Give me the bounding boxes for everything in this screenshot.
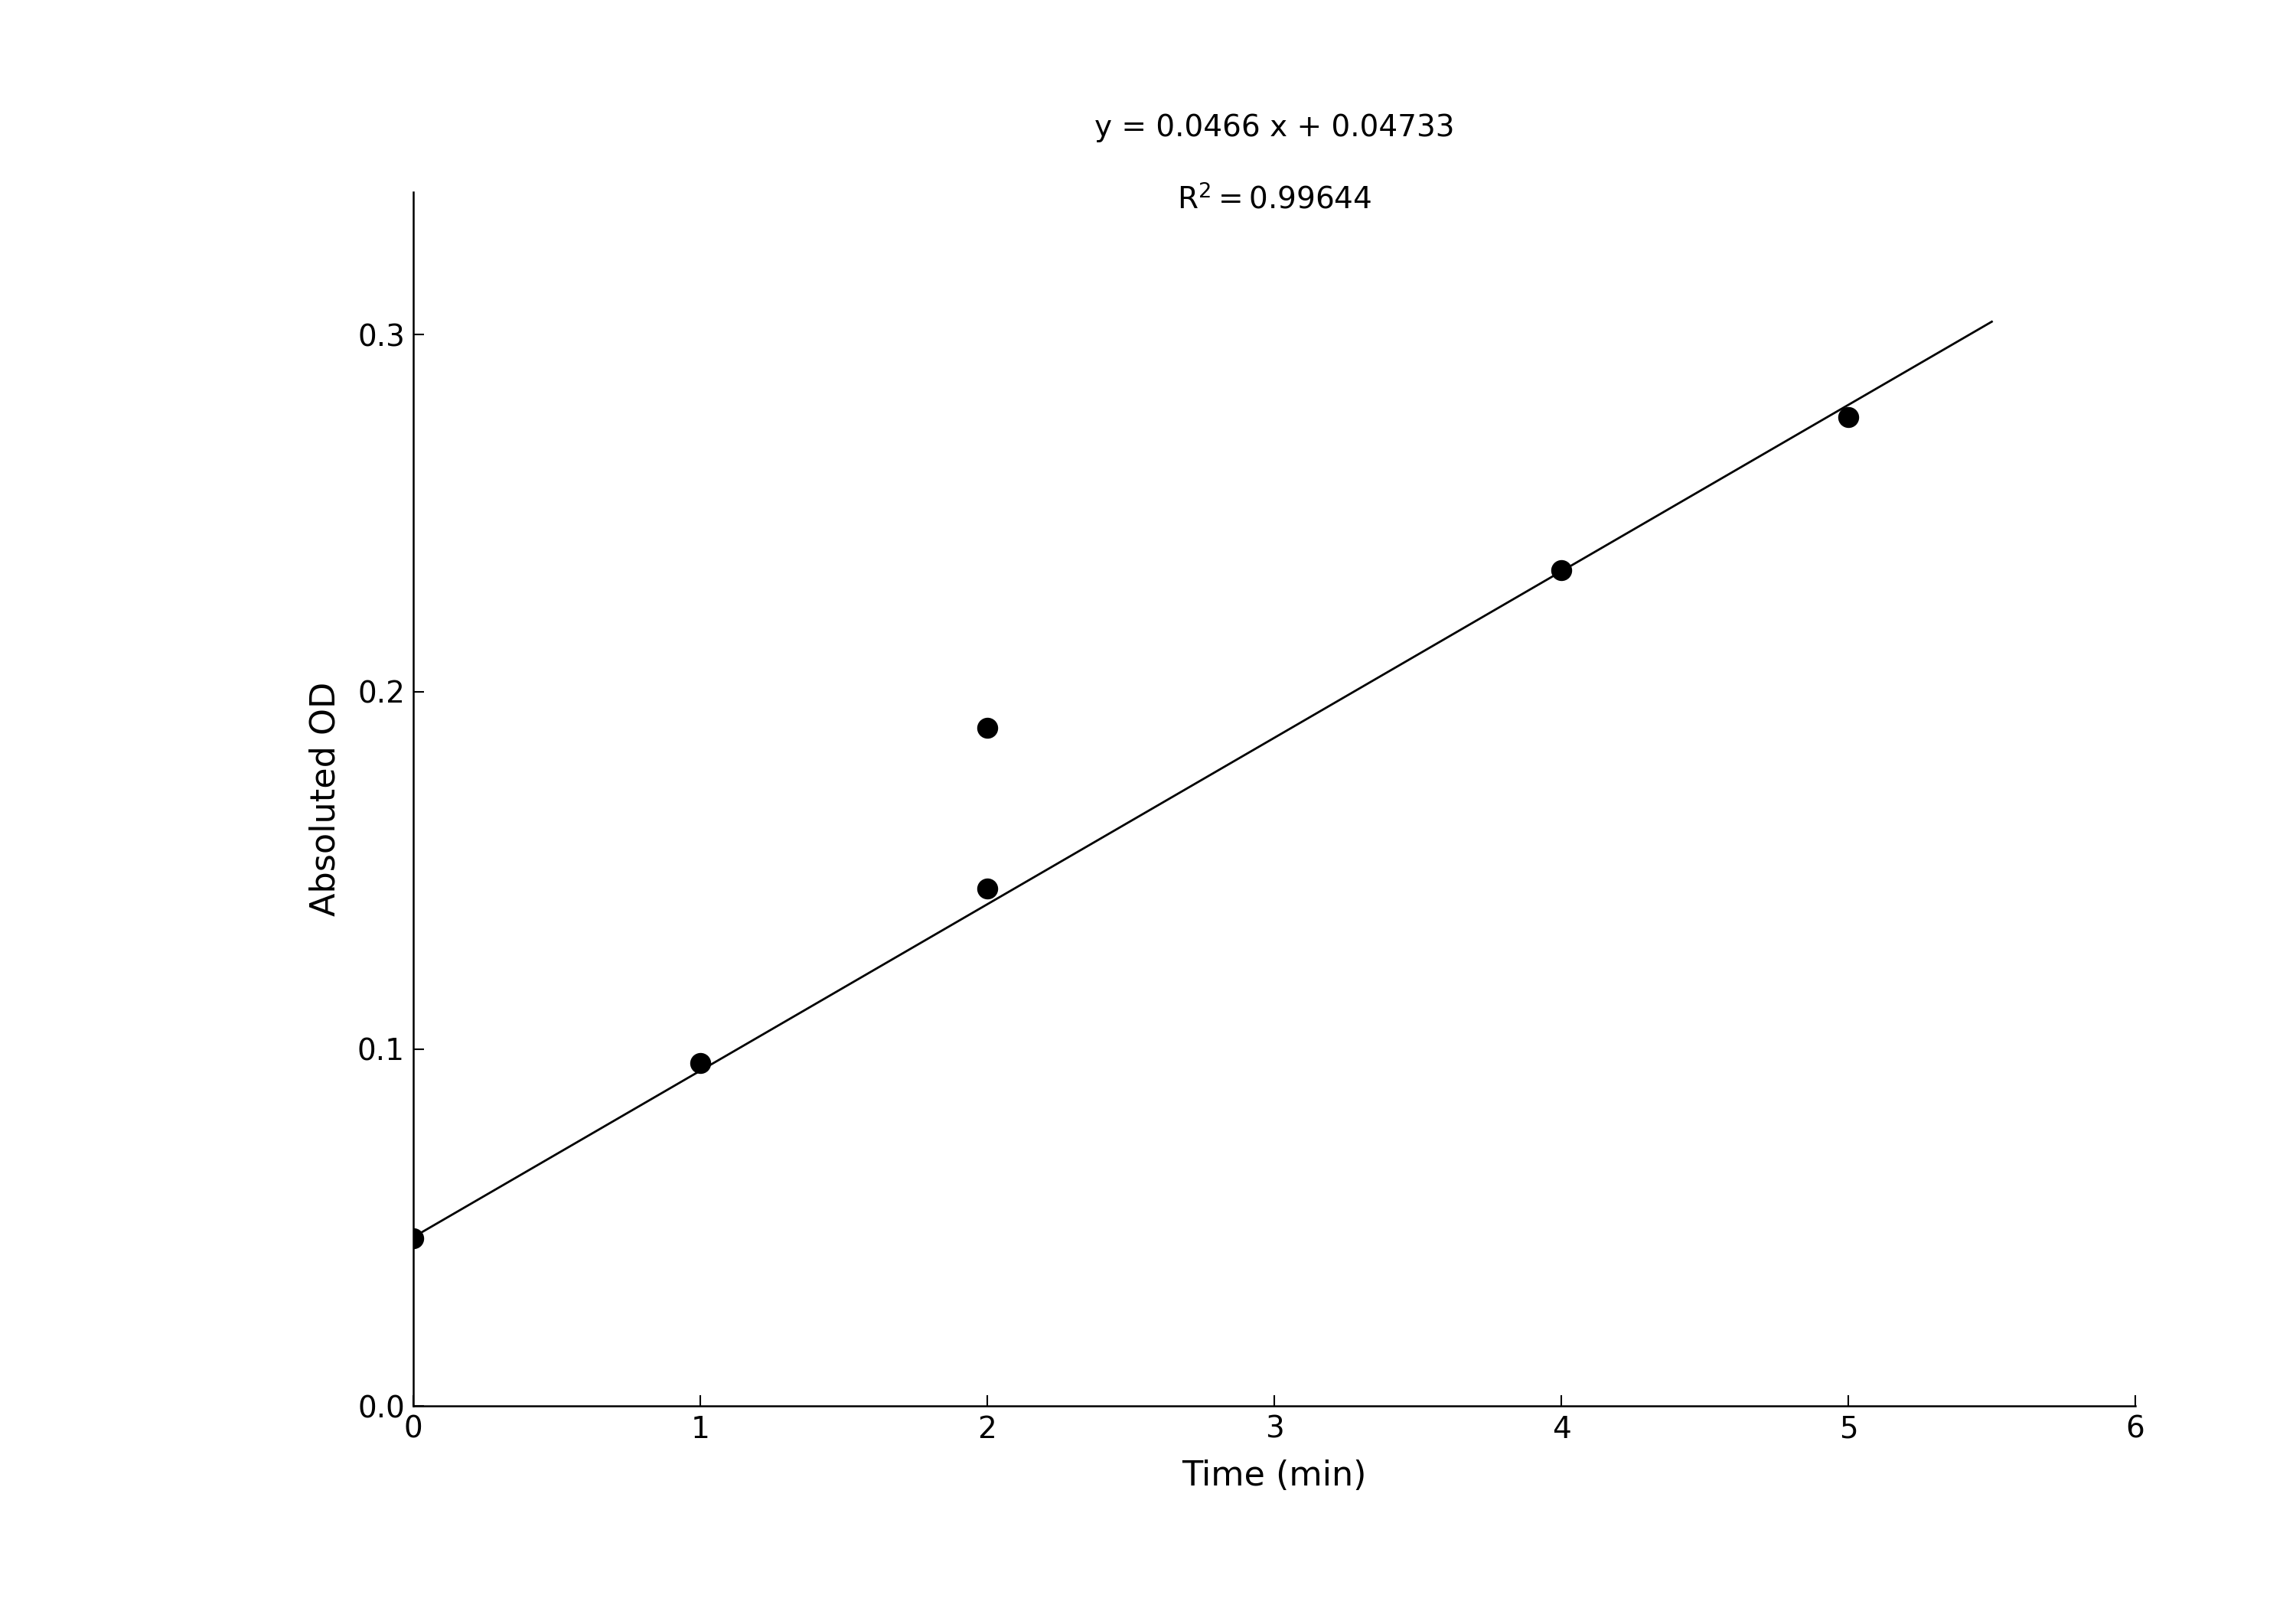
Point <box>969 876 1006 901</box>
Point <box>395 1226 432 1251</box>
Point <box>1543 558 1580 583</box>
Point <box>682 1050 719 1075</box>
Text: y = 0.0466 x + 0.04733: y = 0.0466 x + 0.04733 <box>1095 113 1453 142</box>
Y-axis label: Absoluted OD: Absoluted OD <box>308 682 342 916</box>
X-axis label: Time (min): Time (min) <box>1182 1459 1366 1493</box>
Point <box>969 714 1006 740</box>
Text: $\mathregular{R}^2 = $0.99644: $\mathregular{R}^2 = $0.99644 <box>1178 184 1371 216</box>
Point <box>1830 404 1867 430</box>
